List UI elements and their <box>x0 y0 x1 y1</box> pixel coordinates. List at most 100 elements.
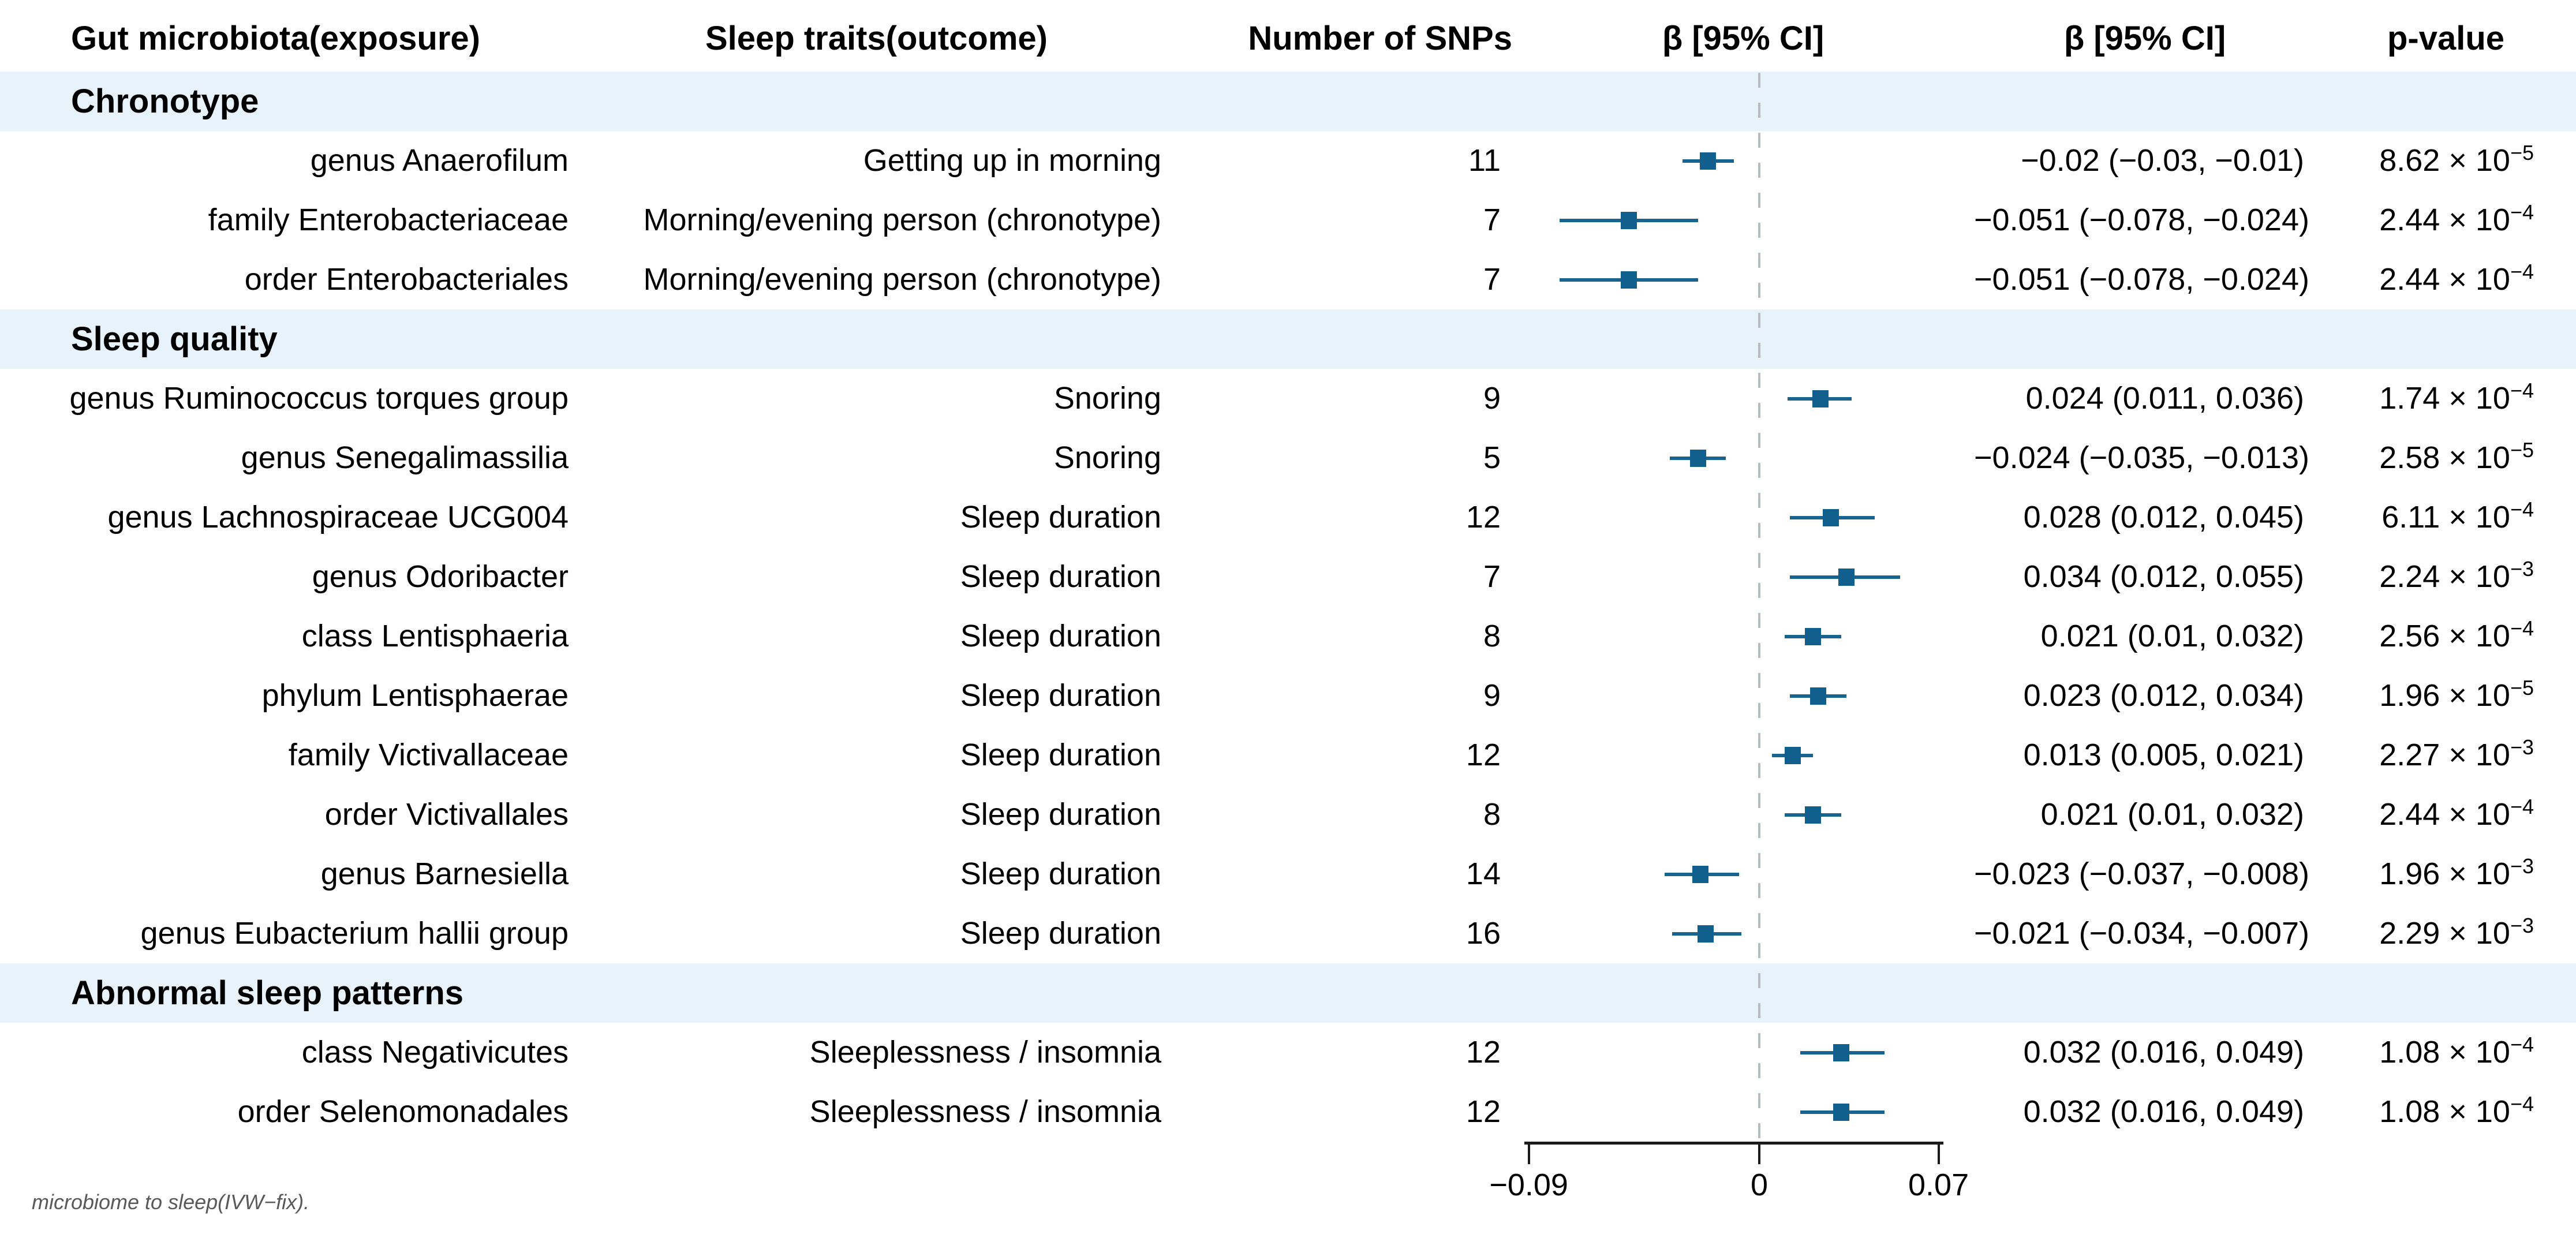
figure-footnote: microbiome to sleep(IVW−fix). <box>32 1190 310 1214</box>
beta-marker <box>1805 627 1822 645</box>
table-row: order Victivallales Sleep duration 8 0.021 … <box>0 785 2576 844</box>
snp-count: 12 <box>1465 1035 1501 1070</box>
p-value: 2.44 × 10−4 <box>2316 795 2576 831</box>
outcome-label: Snoring <box>1053 440 1161 476</box>
table-row: order Selenomonadales Sleeplessness / ins… <box>0 1082 2576 1142</box>
p-value-exponent: −3 <box>2510 854 2534 878</box>
table-row: genus Lachnospiraceae UCG004 Sleep durati… <box>0 488 2576 547</box>
x-axis: −0.09 0 0.07 <box>0 1142 2576 1234</box>
p-value-exponent: −5 <box>2510 438 2534 462</box>
p-value-exponent: −3 <box>2510 557 2534 581</box>
beta-ci-text: 0.032 (0.016, 0.049) <box>2023 1094 2304 1130</box>
p-value-base: 8.62 × 10 <box>2379 143 2510 178</box>
axis-tick <box>1758 1145 1760 1164</box>
p-value: 1.96 × 10−5 <box>2316 678 2576 712</box>
table-row: class Negativicutes Sleeplessness / insom… <box>0 1023 2576 1082</box>
beta-marker <box>1838 568 1855 586</box>
table-row: phylum Lentisphaerae Sleep duration 9 0.023… <box>0 666 2576 726</box>
table-row: class Lentisphaeria Sleep duration 8 0.021 … <box>0 607 2576 666</box>
outcome-label: Sleeplessness / insomnia <box>809 1035 1161 1070</box>
snp-count: 9 <box>1483 678 1501 713</box>
forest-plot-cell <box>1512 607 1974 666</box>
column-header-beta-text: β [95% CI] <box>2063 20 2226 58</box>
beta-ci-text: 0.021 (0.01, 0.032) <box>2040 619 2304 654</box>
beta-marker <box>1620 271 1637 289</box>
beta-marker <box>1823 508 1840 526</box>
outcome-label: Sleep duration <box>960 738 1161 773</box>
p-value: 1.08 × 10−4 <box>2316 1033 2576 1070</box>
forest-plot-cell <box>1512 547 1974 607</box>
beta-marker <box>1805 806 1822 824</box>
table-row: family Enterobacteriaceae Morning/evening… <box>0 190 2576 250</box>
beta-ci-text: 0.024 (0.011, 0.036) <box>2025 381 2304 416</box>
p-value-exponent: −4 <box>2510 1033 2534 1057</box>
forest-plot-cell <box>1512 428 1974 488</box>
outcome-label: Getting up in morning <box>863 143 1161 178</box>
snp-count: 9 <box>1483 381 1501 416</box>
beta-marker <box>1810 687 1827 705</box>
section-header: Chronotype <box>0 72 2576 131</box>
exposure-label: family Victivallaceae <box>288 738 569 773</box>
table-row: genus Barnesiella Sleep duration 14 −0.023 … <box>0 844 2576 904</box>
column-header-exposure: Gut microbiota(exposure) <box>71 20 480 58</box>
beta-marker <box>1700 152 1717 170</box>
column-header-pvalue: p-value <box>2387 20 2505 58</box>
axis-tick <box>1937 1145 1940 1164</box>
exposure-label: genus Odoribacter <box>312 559 569 594</box>
beta-marker <box>1689 449 1706 467</box>
p-value: 2.44 × 10−4 <box>2316 261 2576 296</box>
p-value: 8.62 × 10−5 <box>2316 143 2576 178</box>
snp-count: 8 <box>1483 797 1501 832</box>
p-value-base: 1.74 × 10 <box>2379 381 2510 416</box>
axis-tick-label: 0 <box>1750 1168 1769 1202</box>
forest-table-body: Chronotype genus Anaerofilum Getting up in… <box>0 72 2576 1142</box>
p-value: 2.44 × 10−4 <box>2316 202 2576 237</box>
forest-plot-cell <box>1512 1023 1974 1082</box>
beta-ci-text: 0.023 (0.012, 0.034) <box>2023 678 2304 713</box>
outcome-label: Morning/evening person (chronotype) <box>643 203 1161 238</box>
exposure-label: genus Lachnospiraceae UCG004 <box>107 500 569 535</box>
section-header: Abnormal sleep patterns <box>0 963 2576 1023</box>
beta-ci-text: −0.021 (−0.034, −0.007) <box>1974 916 2309 951</box>
snp-count: 7 <box>1483 203 1501 238</box>
p-value-base: 1.96 × 10 <box>2379 857 2510 892</box>
column-header-snps: Number of SNPs <box>1248 20 1512 58</box>
forest-plot-cell <box>1512 488 1974 547</box>
snp-count: 12 <box>1465 738 1501 773</box>
beta-marker <box>1784 746 1801 764</box>
forest-plot-cell <box>1512 785 1974 844</box>
beta-ci-text: 0.034 (0.012, 0.055) <box>2023 559 2304 594</box>
p-value-base: 1.08 × 10 <box>2379 1035 2510 1070</box>
beta-ci-text: 0.032 (0.016, 0.049) <box>2023 1035 2304 1070</box>
snp-count: 14 <box>1465 857 1501 892</box>
p-value-exponent: −4 <box>2510 200 2534 225</box>
outcome-label: Sleep duration <box>960 797 1161 832</box>
column-header-beta-plot: β [95% CI] <box>1662 20 1824 58</box>
p-value: 1.74 × 10−4 <box>2316 380 2576 416</box>
p-value-exponent: −4 <box>2510 795 2534 819</box>
table-row: genus Senegalimassilia Snoring 5 −0.024 (−0… <box>0 428 2576 488</box>
snp-count: 5 <box>1483 440 1501 476</box>
beta-ci-text: −0.024 (−0.035, −0.013) <box>1974 440 2309 476</box>
beta-marker <box>1812 390 1829 407</box>
forest-plot-cell <box>1512 844 1974 904</box>
outcome-label: Sleep duration <box>960 857 1161 892</box>
table-row: genus Odoribacter Sleep duration 7 0.034 (0… <box>0 547 2576 607</box>
exposure-label: genus Barnesiella <box>320 857 569 892</box>
beta-ci-text: −0.051 (−0.078, −0.024) <box>1974 262 2309 297</box>
snp-count: 7 <box>1483 262 1501 297</box>
snp-count: 7 <box>1483 559 1501 594</box>
beta-marker <box>1692 865 1708 883</box>
p-value-base: 2.56 × 10 <box>2379 619 2510 654</box>
exposure-label: order Enterobacteriales <box>244 262 569 297</box>
snp-count: 11 <box>1468 143 1501 178</box>
p-value-exponent: −3 <box>2510 914 2534 938</box>
table-row: genus Ruminococcus torques group Snoring 9… <box>0 369 2576 428</box>
beta-ci-text: 0.028 (0.012, 0.045) <box>2023 500 2304 535</box>
exposure-label: order Selenomonadales <box>237 1094 569 1130</box>
exposure-label: class Negativicutes <box>301 1035 569 1070</box>
outcome-label: Sleep duration <box>960 619 1161 654</box>
outcome-label: Morning/evening person (chronotype) <box>643 262 1161 297</box>
snp-count: 12 <box>1465 500 1501 535</box>
forest-plot-cell <box>1512 369 1974 428</box>
